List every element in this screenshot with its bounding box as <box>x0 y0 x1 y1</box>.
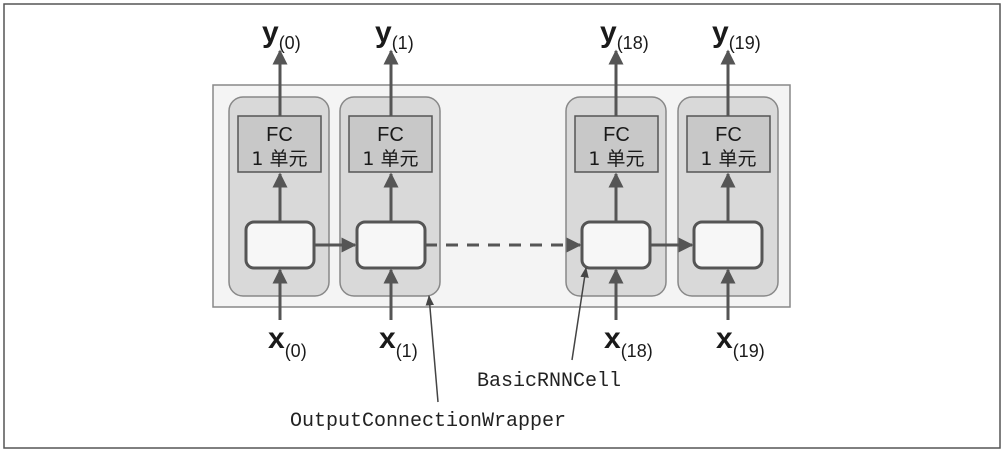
fc-layer-0 <box>237 115 322 173</box>
fc-title-18: FC <box>603 124 630 146</box>
time-step-0: FC 1 单元 y(0) x(0) <box>228 16 330 361</box>
time-step-19: FC 1 单元 y(19) x(19) <box>677 16 779 361</box>
output-label-0: y(0) <box>262 16 301 53</box>
cell-annotation-label: BasicRNNCell <box>477 370 621 393</box>
fc-title-19: FC <box>715 124 742 146</box>
wrapper-annotation-pointer <box>425 294 439 403</box>
time-step-18: FC 1 单元 y(18) x(18) <box>565 16 667 361</box>
rnn-cell-1 <box>355 220 427 270</box>
input-label-18: x(18) <box>604 322 653 361</box>
rnn-cell-0 <box>244 220 316 270</box>
fc-units-18: 1 单元 <box>588 148 644 170</box>
fc-title-0: FC <box>266 124 293 146</box>
rnn-cell-18 <box>580 220 652 270</box>
fc-layer-19 <box>686 115 771 173</box>
wrapper-annotation-label: OutputConnectionWrapper <box>290 410 566 433</box>
cell-annotation-pointer <box>571 266 589 361</box>
fc-units-1: 1 单元 <box>362 148 418 170</box>
fc-units-0: 1 单元 <box>251 148 307 170</box>
output-label-1: y(1) <box>375 16 414 53</box>
output-label-19: y(19) <box>712 16 761 53</box>
input-label-0: x(0) <box>268 322 307 361</box>
fc-units-19: 1 单元 <box>700 148 756 170</box>
output-label-18: y(18) <box>600 16 649 53</box>
time-step-1: FC 1 单元 y(1) x(1) <box>339 16 441 361</box>
fc-layer-18 <box>574 115 659 173</box>
fc-title-1: FC <box>377 124 404 146</box>
input-label-19: x(19) <box>716 322 765 361</box>
input-label-1: x(1) <box>379 322 418 361</box>
rnn-cell-19 <box>692 220 764 270</box>
